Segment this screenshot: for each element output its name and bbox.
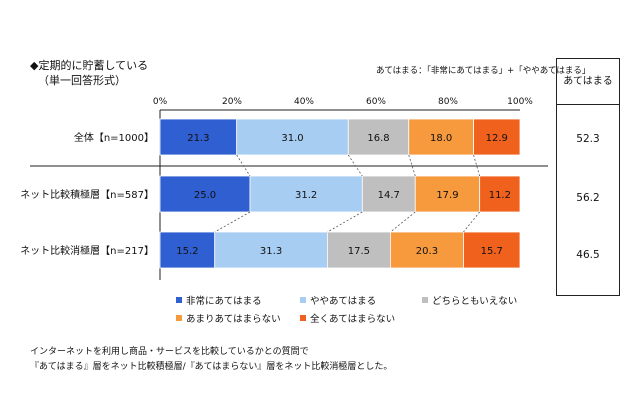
data-label: 18.0 — [430, 133, 452, 144]
data-label: 21.3 — [187, 133, 209, 144]
bar-segment — [159, 175, 251, 213]
bar-segment — [159, 231, 216, 269]
bar-segment — [249, 175, 363, 213]
x-tick-label: 0% — [153, 97, 168, 107]
data-label: 17.9 — [436, 190, 458, 201]
legend-swatch — [422, 297, 428, 303]
legend-label: 全くあてはまらない — [310, 314, 396, 325]
connector-line — [327, 211, 363, 233]
bar-segment — [347, 118, 410, 156]
agree-total-value: 46.5 — [576, 249, 600, 261]
x-tick-label: 20% — [222, 97, 242, 107]
legend-swatch — [300, 315, 306, 321]
x-tick-label: 100% — [507, 97, 533, 107]
connector-line — [214, 211, 251, 233]
question-title: ◆定期的に貯蓄している — [30, 59, 149, 72]
bar-segment — [389, 231, 464, 269]
connector-line — [463, 211, 480, 233]
legend-item-neutral: どちらともいえない — [422, 293, 517, 307]
legend-item-not-at-all: 全くあてはまらない — [300, 311, 395, 325]
category-label: ネット比較積極層【n=587】 — [20, 188, 154, 201]
data-label: 20.3 — [416, 246, 438, 257]
bar-segment — [326, 231, 391, 269]
agree-total-header: あてはまる — [557, 59, 619, 105]
category-label: ネット比較消極層【n=217】 — [20, 244, 154, 257]
footnote-line-2: 『あてはまる』層をネット比較積極層/『あてはまらない』層をネット比較消極層とした… — [30, 362, 393, 372]
footnote-line-1: インターネットを利用し商品・サービスを比較しているかとの質問で — [30, 347, 309, 357]
data-label: 31.0 — [281, 133, 303, 144]
data-label: 16.8 — [367, 133, 389, 144]
bar-segment — [473, 118, 521, 156]
bar-segment — [236, 118, 349, 156]
data-label: 14.7 — [378, 190, 400, 201]
data-label: 17.5 — [348, 246, 370, 257]
category-label: 全体【n=1000】 — [74, 131, 154, 144]
x-tick-label: 60% — [366, 97, 386, 107]
data-label: 15.2 — [176, 246, 198, 257]
agree-total-panel: あてはまる 52.3 56.2 46.5 — [556, 58, 620, 296]
connector-line — [236, 154, 251, 177]
bar-segment — [463, 231, 521, 269]
legend-item-not-much: あまりあてはまらない — [176, 311, 281, 325]
agree-total-value: 52.3 — [576, 133, 600, 145]
legend-item-very: 非常にあてはまる — [176, 293, 262, 307]
question-subtitle: （単一回答形式） — [38, 74, 126, 87]
bar-segment — [214, 231, 328, 269]
definition-note: あてはまる：「非常にあてはまる」+「ややあてはまる」 — [376, 66, 591, 76]
connector-line — [390, 211, 416, 233]
connector-line — [347, 154, 363, 177]
bar-segment — [361, 175, 416, 213]
bar-segment — [479, 175, 521, 213]
legend-label: あまりあてはまらない — [186, 314, 281, 325]
legend-item-somewhat: ややあてはまる — [300, 293, 376, 307]
legend-swatch — [300, 297, 306, 303]
data-label: 11.2 — [489, 190, 511, 201]
agree-total-value: 56.2 — [576, 192, 600, 204]
legend-label: どちらともいえない — [432, 296, 518, 307]
data-label: 15.7 — [481, 246, 503, 257]
legend-swatch — [176, 297, 182, 303]
x-tick-label: 80% — [438, 97, 458, 107]
legend-swatch — [176, 315, 182, 321]
data-label: 31.2 — [295, 190, 317, 201]
data-label: 31.3 — [260, 246, 282, 257]
legend-label: ややあてはまる — [310, 296, 377, 307]
data-label: 12.9 — [486, 133, 508, 144]
data-label: 25.0 — [194, 190, 216, 201]
legend-label: 非常にあてはまる — [186, 296, 262, 307]
x-tick-label: 40% — [294, 97, 314, 107]
